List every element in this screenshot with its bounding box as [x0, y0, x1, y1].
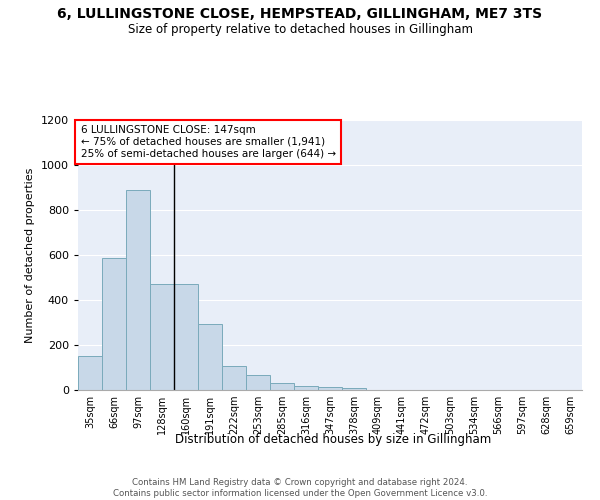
Bar: [102, 258, 126, 390]
Y-axis label: Number of detached properties: Number of detached properties: [25, 168, 35, 342]
Bar: [198, 324, 222, 390]
Text: 6 LULLINGSTONE CLOSE: 147sqm
← 75% of detached houses are smaller (1,941)
25% of: 6 LULLINGSTONE CLOSE: 147sqm ← 75% of de…: [80, 126, 335, 158]
Text: Size of property relative to detached houses in Gillingham: Size of property relative to detached ho…: [128, 22, 473, 36]
Bar: [342, 388, 366, 390]
Text: Distribution of detached houses by size in Gillingham: Distribution of detached houses by size …: [175, 432, 491, 446]
Text: 6, LULLINGSTONE CLOSE, HEMPSTEAD, GILLINGHAM, ME7 3TS: 6, LULLINGSTONE CLOSE, HEMPSTEAD, GILLIN…: [58, 8, 542, 22]
Bar: [126, 190, 150, 390]
Text: Contains HM Land Registry data © Crown copyright and database right 2024.
Contai: Contains HM Land Registry data © Crown c…: [113, 478, 487, 498]
Bar: [294, 386, 318, 390]
Bar: [78, 356, 102, 390]
Bar: [174, 284, 198, 390]
Bar: [270, 383, 294, 390]
Bar: [150, 284, 174, 390]
Bar: [222, 366, 246, 390]
Bar: [246, 376, 270, 390]
Bar: [318, 386, 342, 390]
